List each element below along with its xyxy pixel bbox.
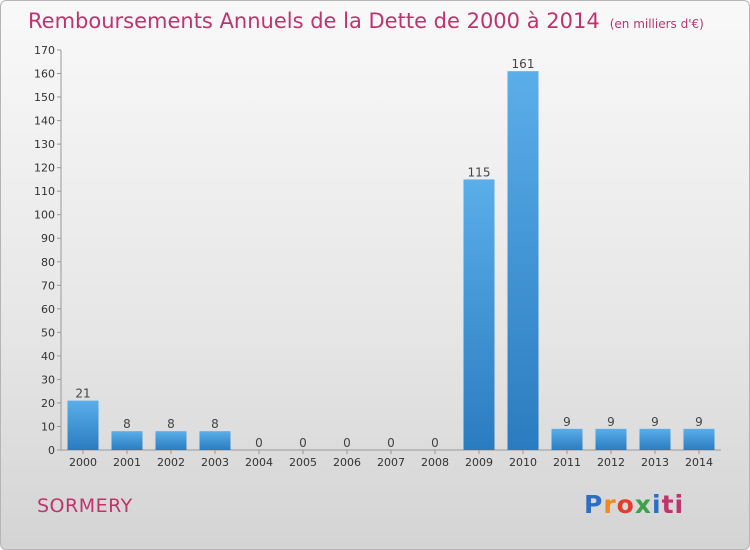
bar: [67, 400, 99, 450]
x-tick-label: 2008: [421, 456, 449, 469]
y-tick-label: 100: [34, 209, 55, 222]
data-label: 0: [299, 436, 307, 450]
bar: [507, 71, 539, 451]
chart-subtitle: (en milliers d'€): [609, 17, 704, 31]
y-tick-label: 150: [34, 91, 55, 104]
x-tick-label: 2001: [113, 456, 141, 469]
x-tick-label: 2013: [641, 456, 669, 469]
y-tick-label: 160: [34, 68, 55, 81]
bar: [199, 431, 231, 450]
y-tick-label: 130: [34, 138, 55, 151]
y-tick-label: 70: [41, 279, 55, 292]
data-label: 21: [75, 387, 90, 401]
data-label: 115: [468, 165, 491, 179]
data-label: 8: [211, 417, 219, 431]
y-axis: 0 10 20 30 40 50 60 70 80 90 100 110 120 130 140 150 160…: [34, 44, 62, 457]
x-tick-label: 2003: [201, 456, 229, 469]
y-tick-label: 20: [41, 397, 55, 410]
bar: [155, 431, 187, 450]
x-tick-label: 2012: [597, 456, 625, 469]
y-tick-label: 50: [41, 326, 55, 339]
y-tick-label: 110: [34, 185, 55, 198]
y-tick-label: 30: [41, 373, 55, 386]
y-tick-label: 170: [34, 44, 55, 57]
chart-title: Remboursements Annuels de la Dette de 20…: [28, 9, 704, 33]
commune-name: SORMERY: [37, 495, 133, 517]
bar: [683, 428, 715, 450]
data-label: 0: [255, 436, 263, 450]
y-tick-label: 10: [41, 420, 55, 433]
title-text: Remboursements Annuels de la Dette de 20…: [28, 9, 600, 33]
data-label: 9: [695, 415, 703, 429]
bar: [639, 428, 671, 450]
y-tick-label: 80: [41, 256, 55, 269]
data-label: 8: [167, 417, 175, 431]
y-tick-label: 60: [41, 303, 55, 316]
bar: [595, 428, 627, 450]
x-tick-label: 2002: [157, 456, 185, 469]
x-tick-label: 2000: [69, 456, 97, 469]
y-tick-label: 90: [41, 232, 55, 245]
x-tick-label: 2006: [333, 456, 361, 469]
x-tick-label: 2009: [465, 456, 493, 469]
x-tick-label: 2005: [289, 456, 317, 469]
data-label: 0: [431, 436, 439, 450]
bar-labels: 21 8 8 8 0 0 0 0 0 115 161 9 9 9 9: [75, 57, 702, 450]
y-tick-label: 0: [48, 444, 55, 457]
data-label: 0: [343, 436, 351, 450]
proxiti-logo: Proxiti: [584, 490, 685, 519]
bar: [111, 431, 143, 450]
y-tick-label: 40: [41, 350, 55, 363]
x-tick-label: 2014: [685, 456, 713, 469]
data-label: 9: [563, 415, 571, 429]
data-label: 8: [123, 417, 131, 431]
data-label: 0: [387, 436, 395, 450]
bars: [67, 71, 715, 451]
y-tick-label: 140: [34, 115, 55, 128]
bar: [551, 428, 583, 450]
bar: [463, 179, 495, 451]
x-axis: 2000 2001 2002 2003 2004 2005 2006 2007 2008 2009…: [61, 449, 721, 469]
x-tick-label: 2010: [509, 456, 537, 469]
x-tick-label: 2004: [245, 456, 273, 469]
x-tick-label: 2007: [377, 456, 405, 469]
y-tick-label: 120: [34, 162, 55, 175]
data-label: 9: [607, 415, 615, 429]
x-tick-label: 2011: [553, 456, 581, 469]
data-label: 9: [651, 415, 659, 429]
data-label: 161: [512, 57, 535, 71]
